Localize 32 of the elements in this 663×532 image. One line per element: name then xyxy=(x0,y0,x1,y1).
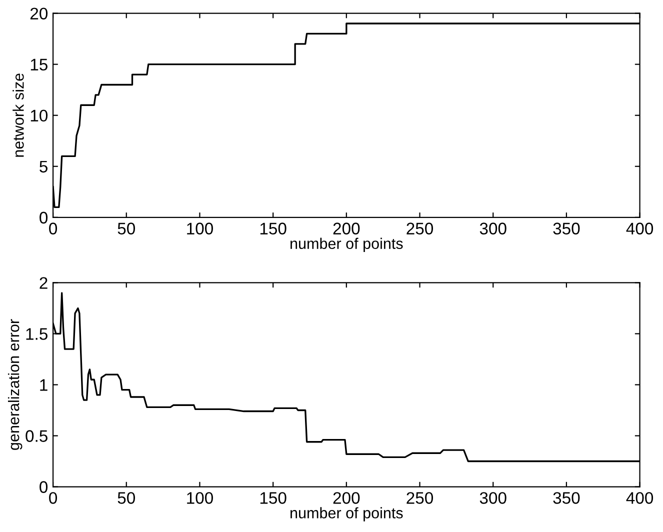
x-tick-label: 0 xyxy=(49,492,58,504)
y-tick-label: 1.5 xyxy=(26,328,48,340)
x-tick-label: 0 xyxy=(49,222,58,234)
x-tick-label: 100 xyxy=(187,492,213,504)
x-tick-label: 400 xyxy=(626,492,654,504)
y-axis-title: network size xyxy=(12,74,24,157)
x-tick-label: 300 xyxy=(480,492,506,504)
x-tick-label: 50 xyxy=(118,492,136,504)
y-tick-label: 0.5 xyxy=(26,430,48,442)
x-tick-label: 250 xyxy=(406,492,434,504)
x-tick-label: 350 xyxy=(553,222,580,234)
y-axis-title: generalization error xyxy=(8,319,22,450)
x-tick-label: 100 xyxy=(187,222,213,234)
x-tick-label: 250 xyxy=(406,222,434,234)
x-axis-title: number of points xyxy=(290,507,403,522)
x-tick-label: 400 xyxy=(626,222,654,234)
x-tick-label: 150 xyxy=(260,222,286,234)
x-tick-label: 50 xyxy=(118,222,136,234)
x-tick-label: 350 xyxy=(553,492,580,504)
x-tick-label: 150 xyxy=(260,492,286,504)
x-axis-title: number of points xyxy=(290,238,403,252)
y-tick-label: 15 xyxy=(30,58,48,71)
x-tick-label: 200 xyxy=(333,492,360,504)
y-tick-label: 10 xyxy=(30,110,48,122)
x-tick-label: 200 xyxy=(333,222,360,234)
y-tick-label: 0 xyxy=(40,481,48,493)
y-tick-label: 20 xyxy=(30,8,48,20)
y-tick-label: 5 xyxy=(40,160,48,173)
y-tick-label: 1 xyxy=(40,379,48,391)
x-tick-label: 300 xyxy=(480,222,506,234)
y-tick-label: 2 xyxy=(40,277,48,289)
y-tick-label: 0 xyxy=(40,212,48,224)
